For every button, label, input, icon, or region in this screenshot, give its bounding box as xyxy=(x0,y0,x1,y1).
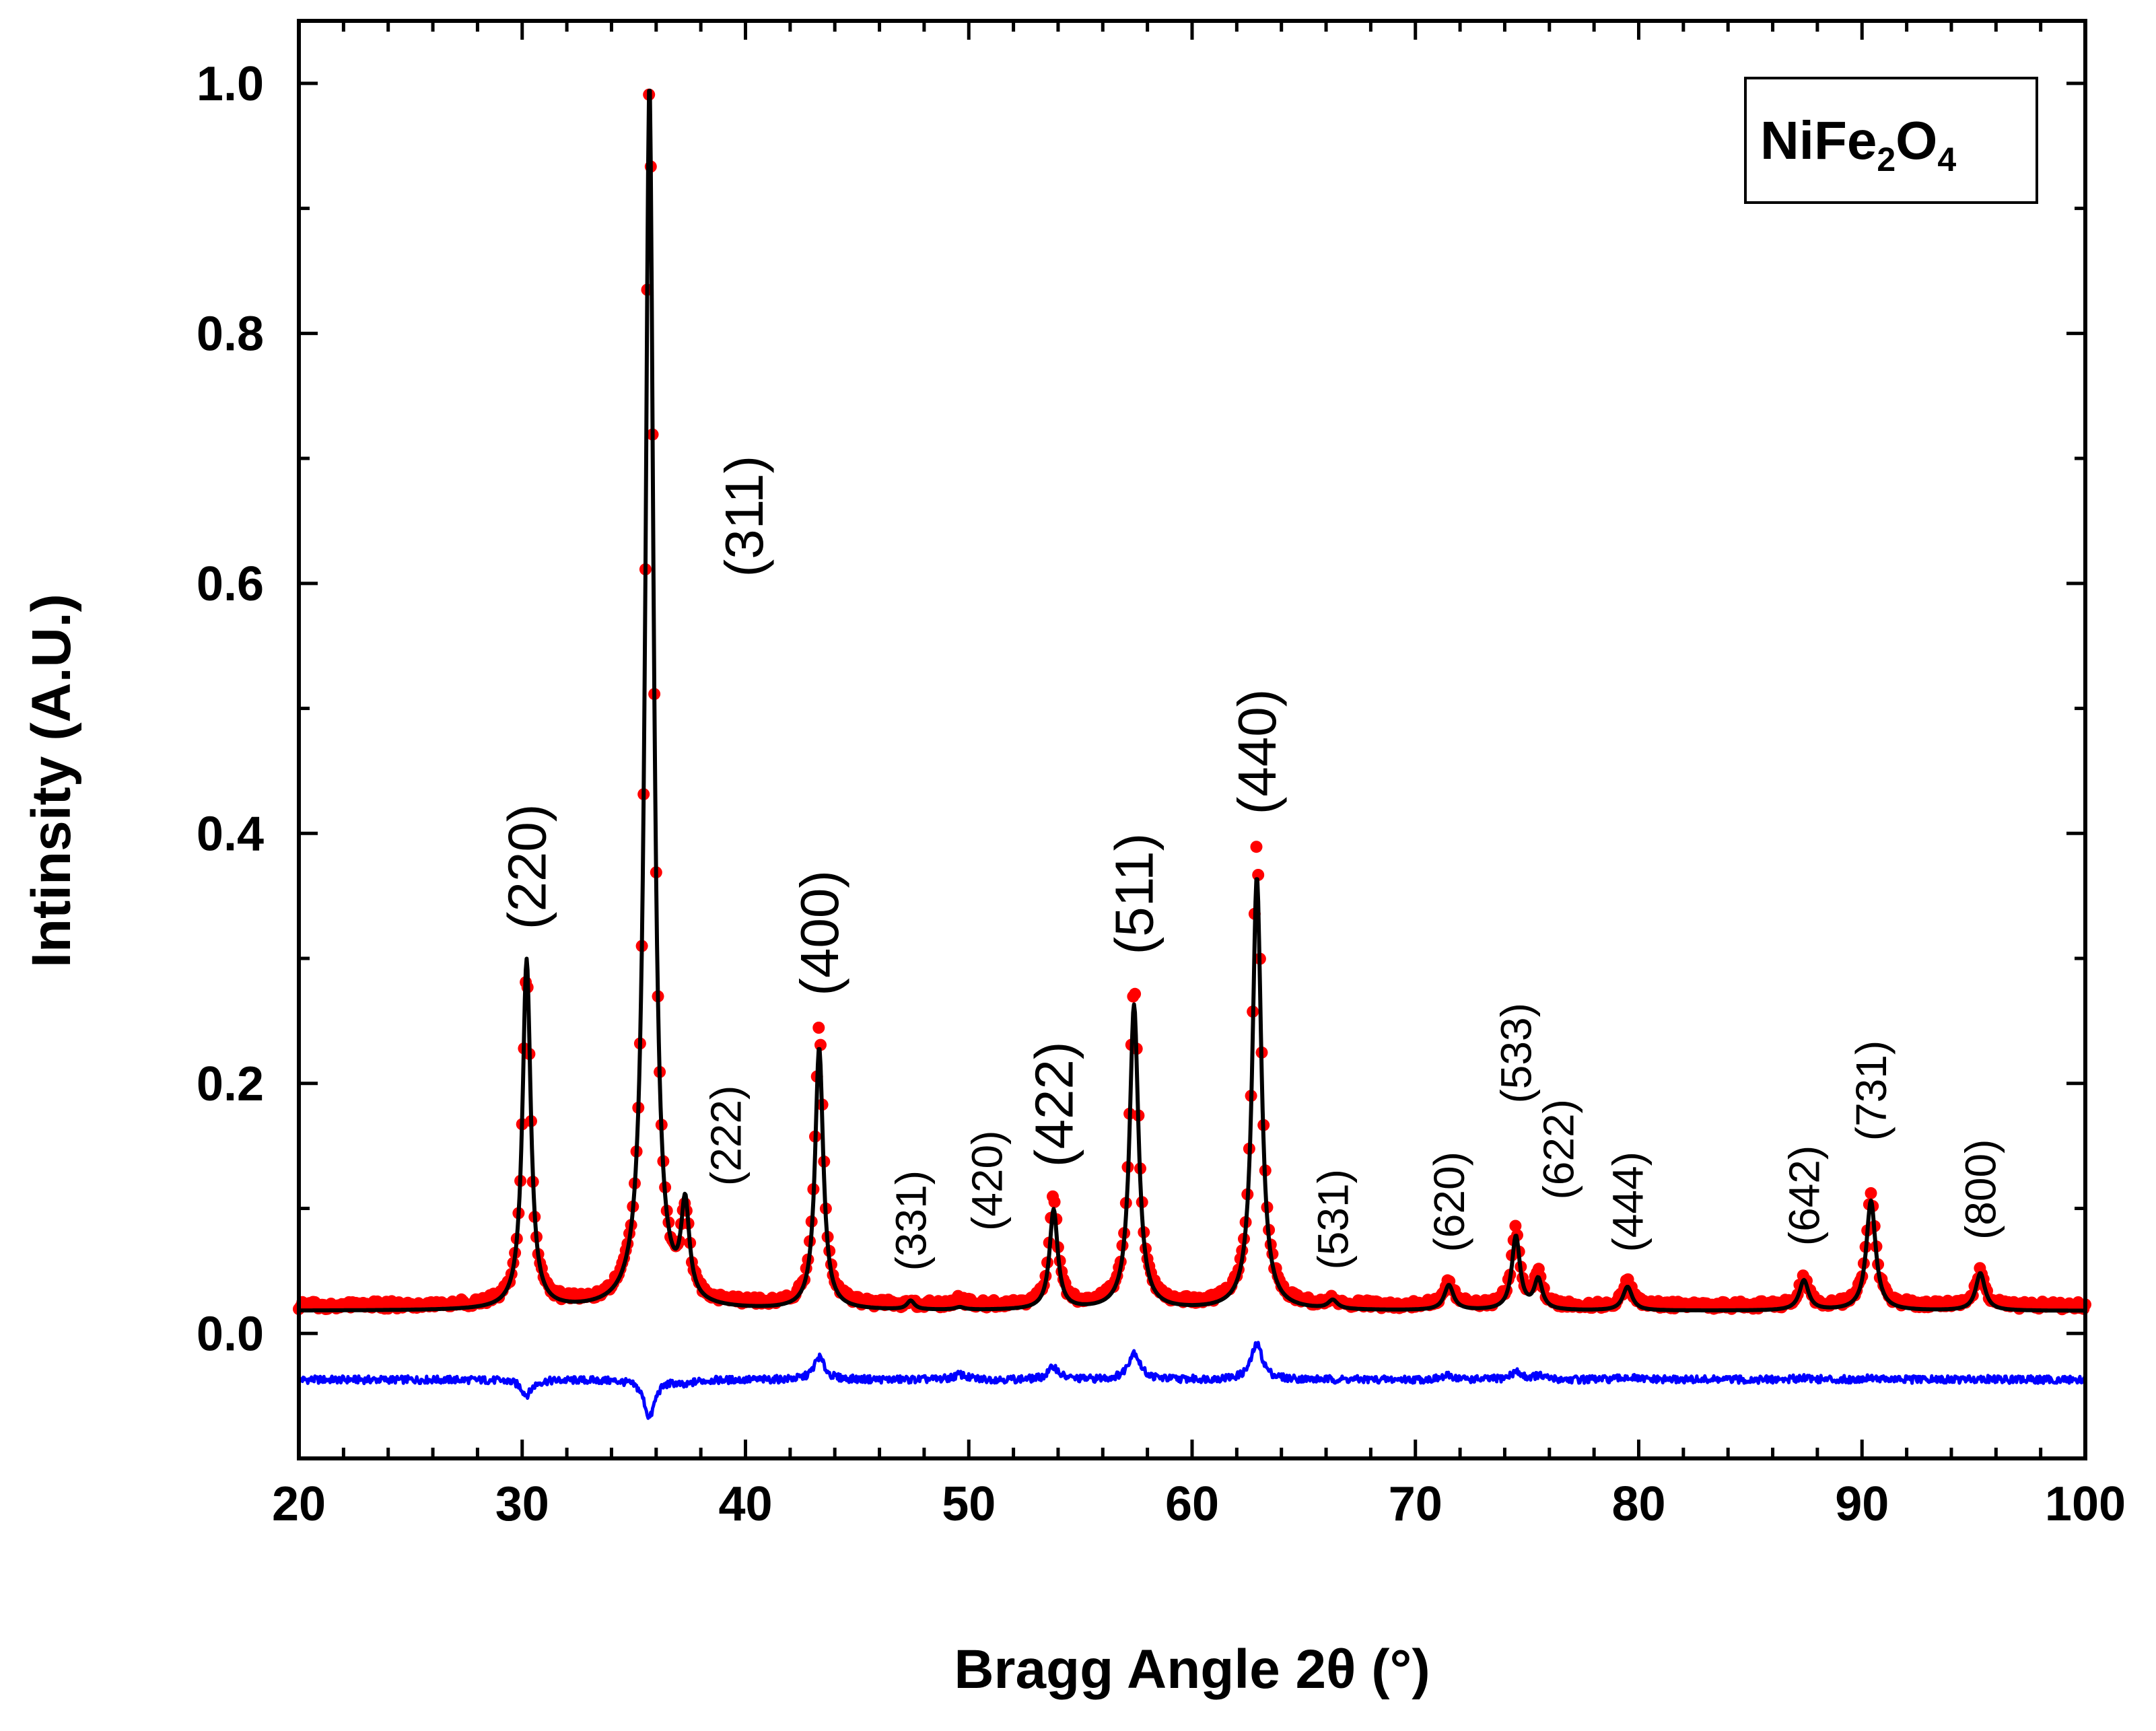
peak-label: (422) xyxy=(1024,1041,1084,1167)
legend-text-o: O xyxy=(1896,110,1937,170)
legend-label: NiFe2O4 xyxy=(1760,110,1956,178)
calculated-line xyxy=(298,88,2087,1313)
x-tick-label: 30 xyxy=(495,1477,549,1531)
x-tick-label: 40 xyxy=(718,1477,772,1531)
legend-box: NiFe2O4 xyxy=(1744,77,2038,204)
y-tick-label: 0.8 xyxy=(197,307,264,361)
legend-sub-2: 2 xyxy=(1877,141,1896,178)
observed-points xyxy=(293,88,2091,1316)
peak-label: (311) xyxy=(714,456,774,577)
legend-text-main: NiFe xyxy=(1760,110,1877,170)
y-axis-title: Intinsity (A.U.) xyxy=(21,594,82,968)
peak-label: (800) xyxy=(1957,1139,2005,1240)
x-tick-label: 20 xyxy=(272,1477,326,1531)
peak-label: (444) xyxy=(1603,1152,1652,1252)
x-tick-label: 50 xyxy=(942,1477,996,1531)
peak-label: (220) xyxy=(497,804,557,930)
legend-frame xyxy=(1744,77,2038,204)
difference-line xyxy=(297,1341,2087,1420)
peak-label: (622) xyxy=(1535,1099,1583,1199)
peak-label: (440) xyxy=(1227,689,1287,815)
peak-label: (531) xyxy=(1309,1169,1357,1269)
peak-label: (222) xyxy=(701,1086,750,1186)
diff-curve xyxy=(297,1341,2087,1420)
y-tick-label: 0.0 xyxy=(197,1307,264,1361)
peak-label: (400) xyxy=(790,870,849,996)
peak-label: (511) xyxy=(1105,833,1164,955)
y-tick-label: 0.4 xyxy=(197,807,264,861)
observed-point xyxy=(812,1022,825,1034)
peak-label: (331) xyxy=(886,1170,935,1271)
x-tick-label: 60 xyxy=(1165,1477,1219,1531)
observed-point xyxy=(1048,1195,1061,1208)
peak-label: (620) xyxy=(1425,1152,1473,1252)
y-tick-label: 0.6 xyxy=(197,557,264,611)
x-axis-title: Bragg Angle 2θ (°) xyxy=(954,1639,1430,1700)
calc-curve xyxy=(298,88,2087,1313)
peak-label: (533) xyxy=(1492,1003,1540,1103)
y-axis-ticks: 0.0 0.2 0.4 0.6 0.8 1.0 xyxy=(197,57,2085,1460)
x-tick-label: 90 xyxy=(1835,1477,1889,1531)
peak-label: (642) xyxy=(1780,1145,1828,1246)
y-tick-label: 1.0 xyxy=(197,57,264,111)
observed-point xyxy=(1509,1220,1522,1232)
peak-labels: (220) (311) (222) (400) (331) (420) (422) (511)… xyxy=(497,456,2005,1271)
y-tick-label: 0.2 xyxy=(197,1057,264,1111)
x-tick-label: 100 xyxy=(2045,1477,2126,1531)
observed-point xyxy=(1129,987,1142,1000)
peak-label: (420) xyxy=(963,1131,1011,1231)
observed-point xyxy=(1250,841,1263,853)
x-axis-ticks: 20 30 40 50 60 70 80 90 100 xyxy=(272,21,2126,1531)
x-tick-label: 80 xyxy=(1611,1477,1665,1531)
peak-label: (731) xyxy=(1847,1040,1896,1141)
legend-sub-4: 4 xyxy=(1937,141,1956,178)
observed-point xyxy=(1865,1187,1877,1199)
x-tick-label: 70 xyxy=(1389,1477,1442,1531)
